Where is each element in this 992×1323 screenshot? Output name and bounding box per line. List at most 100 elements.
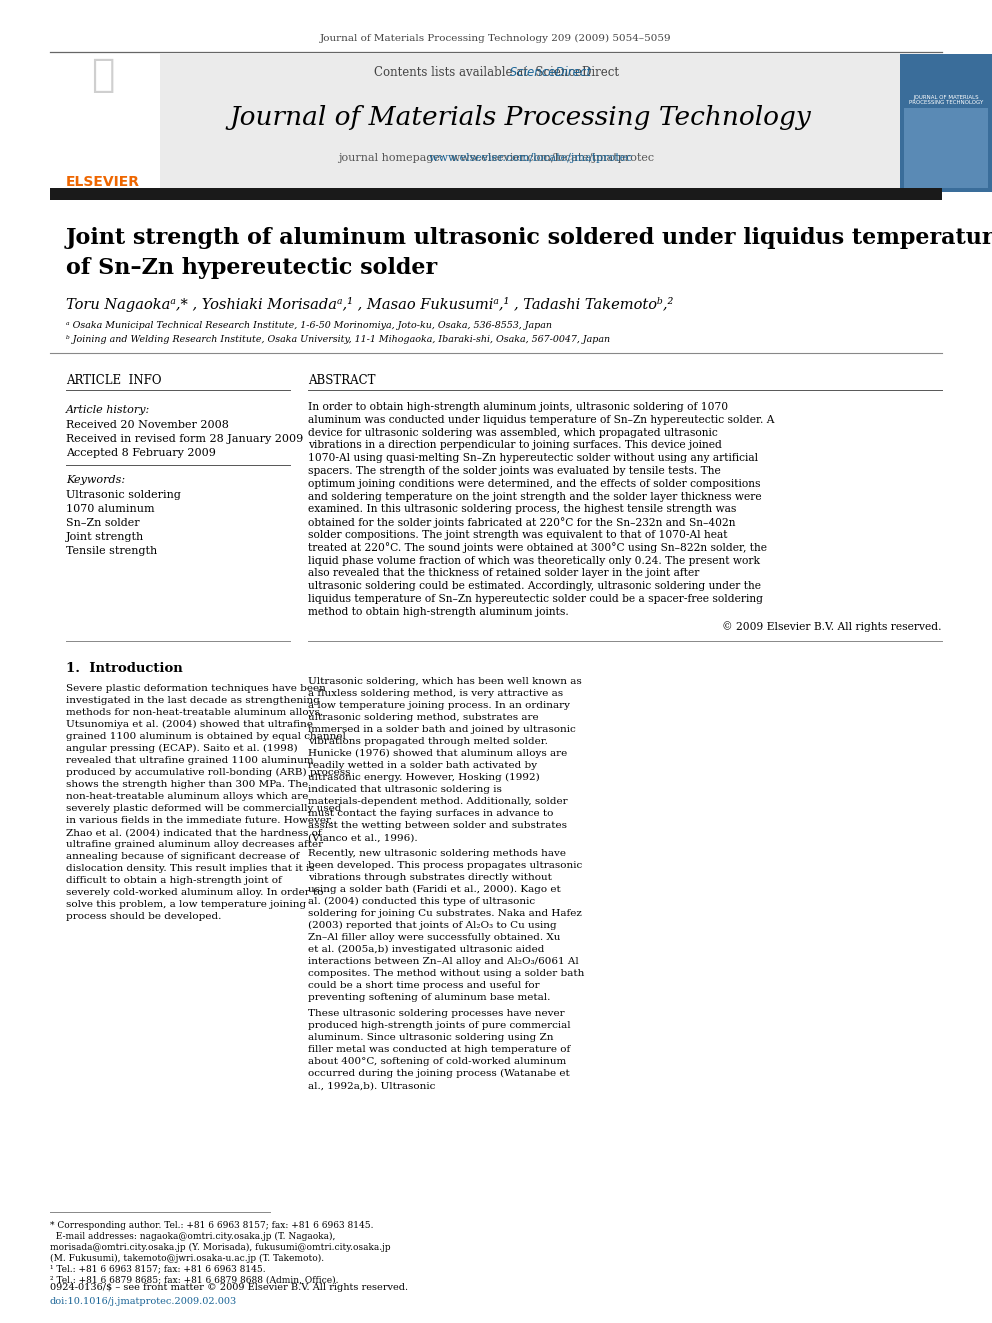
Text: examined. In this ultrasonic soldering process, the highest tensile strength was: examined. In this ultrasonic soldering p… [308,504,736,515]
Text: 1070 aluminum: 1070 aluminum [66,504,155,515]
Text: aluminum. Since ultrasonic soldering using Zn: aluminum. Since ultrasonic soldering usi… [308,1033,554,1043]
Text: Accepted 8 February 2009: Accepted 8 February 2009 [66,448,216,458]
Text: Zhao et al. (2004) indicated that the hardness of: Zhao et al. (2004) indicated that the ha… [66,828,321,837]
Text: severely cold-worked aluminum alloy. In order to: severely cold-worked aluminum alloy. In … [66,888,323,897]
Text: * Corresponding author. Tel.: +81 6 6963 8157; fax: +81 6 6963 8145.: * Corresponding author. Tel.: +81 6 6963… [50,1221,374,1229]
Text: ¹ Tel.: +81 6 6963 8157; fax: +81 6 6963 8145.: ¹ Tel.: +81 6 6963 8157; fax: +81 6 6963… [50,1265,266,1274]
Bar [900,54,992,192]
Text: of Sn–Zn hypereutectic solder: of Sn–Zn hypereutectic solder [66,257,437,279]
Text: materials-dependent method. Additionally, solder: materials-dependent method. Additionally… [308,796,567,806]
Text: angular pressing (ECAP). Saito et al. (1998): angular pressing (ECAP). Saito et al. (1… [66,744,298,753]
Text: 1.  Introduction: 1. Introduction [66,662,183,675]
Text: dislocation density. This result implies that it is: dislocation density. This result implies… [66,864,314,873]
Text: (M. Fukusumi), takemoto@jwri.osaka-u.ac.jp (T. Takemoto).: (M. Fukusumi), takemoto@jwri.osaka-u.ac.… [50,1253,324,1262]
Text: been developed. This process propagates ultrasonic: been developed. This process propagates … [308,861,582,871]
Text: Severe plastic deformation techniques have been: Severe plastic deformation techniques ha… [66,684,326,693]
Text: and soldering temperature on the joint strength and the solder layer thickness w: and soldering temperature on the joint s… [308,492,762,501]
Text: Keywords:: Keywords: [66,475,125,486]
Text: These ultrasonic soldering processes have never: These ultrasonic soldering processes hav… [308,1009,564,1019]
Text: vibrations propagated through melted solder.: vibrations propagated through melted sol… [308,737,548,746]
Text: Contents lists available at  ScienceDirect: Contents lists available at ScienceDirec… [374,66,618,78]
Text: Journal of Materials Processing Technology 209 (2009) 5054–5059: Journal of Materials Processing Technolo… [320,33,672,42]
Text: ultrafine grained aluminum alloy decreases after: ultrafine grained aluminum alloy decreas… [66,840,323,849]
Text: Utsunomiya et al. (2004) showed that ultrafine: Utsunomiya et al. (2004) showed that ult… [66,720,313,729]
Text: produced high-strength joints of pure commercial: produced high-strength joints of pure co… [308,1021,570,1031]
Text: Received 20 November 2008: Received 20 November 2008 [66,419,229,430]
Text: spacers. The strength of the solder joints was evaluated by tensile tests. The: spacers. The strength of the solder join… [308,466,721,476]
Text: ultrasonic soldering method, substrates are: ultrasonic soldering method, substrates … [308,713,539,722]
Text: Joint strength of aluminum ultrasonic soldered under liquidus temperature: Joint strength of aluminum ultrasonic so… [66,228,992,249]
Text: ARTICLE  INFO: ARTICLE INFO [66,373,162,386]
Text: investigated in the last decade as strengthening: investigated in the last decade as stren… [66,696,319,705]
Bar [50,54,160,192]
Text: readily wetted in a solder bath activated by: readily wetted in a solder bath activate… [308,761,537,770]
Text: Ultrasonic soldering: Ultrasonic soldering [66,490,181,500]
Text: Joint strength: Joint strength [66,532,144,542]
Text: liquid phase volume fraction of which was theoretically only 0.24. The present w: liquid phase volume fraction of which wa… [308,556,760,566]
Text: shows the strength higher than 300 MPa. The: shows the strength higher than 300 MPa. … [66,781,309,789]
Text: must contact the faying surfaces in advance to: must contact the faying surfaces in adva… [308,810,554,818]
Text: 1070-Al using quasi-melting Sn–Zn hypereutectic solder without using any artific: 1070-Al using quasi-melting Sn–Zn hypere… [308,454,758,463]
Text: filler metal was conducted at high temperature of: filler metal was conducted at high tempe… [308,1045,570,1054]
Text: et al. (2005a,b) investigated ultrasonic aided: et al. (2005a,b) investigated ultrasonic… [308,945,545,954]
Text: preventing softening of aluminum base metal.: preventing softening of aluminum base me… [308,994,551,1002]
Text: E-mail addresses: nagaoka@omtri.city.osaka.jp (T. Nagaoka),: E-mail addresses: nagaoka@omtri.city.osa… [50,1232,335,1241]
Text: © 2009 Elsevier B.V. All rights reserved.: © 2009 Elsevier B.V. All rights reserved… [722,622,942,632]
Text: JOURNAL OF MATERIALS
PROCESSING TECHNOLOGY: JOURNAL OF MATERIALS PROCESSING TECHNOLO… [909,95,983,106]
Text: also revealed that the thickness of retained solder layer in the joint after: also revealed that the thickness of reta… [308,569,699,578]
Text: ABSTRACT: ABSTRACT [308,373,376,386]
Text: produced by accumulative roll-bonding (ARB) process: produced by accumulative roll-bonding (A… [66,769,350,777]
Text: obtained for the solder joints fabricated at 220°C for the Sn–232n and Sn–402n: obtained for the solder joints fabricate… [308,517,735,528]
Text: could be a short time process and useful for: could be a short time process and useful… [308,982,540,990]
Text: about 400°C, softening of cold-worked aluminum: about 400°C, softening of cold-worked al… [308,1057,566,1066]
Text: 0924-0136/$ – see front matter © 2009 Elsevier B.V. All rights reserved.: 0924-0136/$ – see front matter © 2009 El… [50,1283,408,1293]
Text: ᵇ Joining and Welding Research Institute, Osaka University, 11-1 Mihogaoka, Ibar: ᵇ Joining and Welding Research Institute… [66,335,610,344]
Text: ultrasonic energy. However, Hosking (1992): ultrasonic energy. However, Hosking (199… [308,773,540,782]
Text: doi:10.1016/j.jmatprotec.2009.02.003: doi:10.1016/j.jmatprotec.2009.02.003 [50,1297,237,1306]
Bar [904,108,988,188]
Bar [50,54,942,192]
Text: al., 1992a,b). Ultrasonic: al., 1992a,b). Ultrasonic [308,1081,435,1090]
Text: indicated that ultrasonic soldering is: indicated that ultrasonic soldering is [308,785,502,794]
Text: ultrasonic soldering could be estimated. Accordingly, ultrasonic soldering under: ultrasonic soldering could be estimated.… [308,581,761,591]
Text: ELSEVIER: ELSEVIER [66,175,140,189]
Text: liquidus temperature of Sn–Zn hypereutectic solder could be a spacer-free solder: liquidus temperature of Sn–Zn hypereutec… [308,594,763,605]
Text: in various fields in the immediate future. However,: in various fields in the immediate futur… [66,816,333,826]
Text: vibrations through substrates directly without: vibrations through substrates directly w… [308,873,552,882]
Text: Recently, new ultrasonic soldering methods have: Recently, new ultrasonic soldering metho… [308,849,566,859]
Text: (2003) reported that joints of Al₂O₃ to Cu using: (2003) reported that joints of Al₂O₃ to … [308,921,557,930]
Text: aluminum was conducted under liquidus temperature of Sn–Zn hypereutectic solder.: aluminum was conducted under liquidus te… [308,415,775,425]
Text: Journal of Materials Processing Technology: Journal of Materials Processing Technolo… [229,106,810,131]
Text: Received in revised form 28 January 2009: Received in revised form 28 January 2009 [66,434,304,445]
Text: soldering for joining Cu substrates. Naka and Hafez: soldering for joining Cu substrates. Nak… [308,909,582,918]
Text: 🌳: 🌳 [91,56,115,94]
Text: ᵃ Osaka Municipal Technical Research Institute, 1-6-50 Morinomiya, Joto-ku, Osak: ᵃ Osaka Municipal Technical Research Ins… [66,321,552,331]
Text: Article history:: Article history: [66,405,150,415]
Text: immersed in a solder bath and joined by ultrasonic: immersed in a solder bath and joined by … [308,725,575,734]
Text: (Vianco et al., 1996).: (Vianco et al., 1996). [308,833,418,843]
Text: solve this problem, a low temperature joining: solve this problem, a low temperature jo… [66,900,307,909]
Text: Tensile strength: Tensile strength [66,546,158,556]
Text: Toru Nagaokaᵃ,* , Yoshiaki Morisadaᵃ,¹ , Masao Fukusumiᵃ,¹ , Tadashi Takemotoᵇ,²: Toru Nagaokaᵃ,* , Yoshiaki Morisadaᵃ,¹ ,… [66,298,674,312]
Text: device for ultrasonic soldering was assembled, which propagated ultrasonic: device for ultrasonic soldering was asse… [308,427,718,438]
Text: ScienceDirect: ScienceDirect [401,66,591,78]
Text: non-heat-treatable aluminum alloys which are: non-heat-treatable aluminum alloys which… [66,792,309,802]
Text: process should be developed.: process should be developed. [66,912,221,921]
Text: annealing because of significant decrease of: annealing because of significant decreas… [66,852,300,861]
Text: vibrations in a direction perpendicular to joining surfaces. This device joined: vibrations in a direction perpendicular … [308,441,722,450]
Text: method to obtain high-strength aluminum joints.: method to obtain high-strength aluminum … [308,607,568,617]
Text: Sn–Zn solder: Sn–Zn solder [66,519,140,528]
Text: occurred during the joining process (Watanabe et: occurred during the joining process (Wat… [308,1069,569,1078]
Text: composites. The method without using a solder bath: composites. The method without using a s… [308,970,584,978]
Text: methods for non-heat-treatable aluminum alloys.: methods for non-heat-treatable aluminum … [66,708,323,717]
Text: journal homepage:  www.elsevier.com/locate/jmatprotec: journal homepage: www.elsevier.com/locat… [338,153,654,163]
Text: Ultrasonic soldering, which has been well known as: Ultrasonic soldering, which has been wel… [308,677,581,687]
Text: al. (2004) conducted this type of ultrasonic: al. (2004) conducted this type of ultras… [308,897,535,906]
Text: optimum joining conditions were determined, and the effects of solder compositio: optimum joining conditions were determin… [308,479,761,488]
Bar [50,188,942,200]
Text: difficult to obtain a high-strength joint of: difficult to obtain a high-strength join… [66,876,282,885]
Text: severely plastic deformed will be commercially used: severely plastic deformed will be commer… [66,804,341,814]
Text: ² Tel.: +81 6 6879 8685; fax: +81 6 6879 8688 (Admin, Office).: ² Tel.: +81 6 6879 8685; fax: +81 6 6879… [50,1275,338,1285]
Text: a low temperature joining process. In an ordinary: a low temperature joining process. In an… [308,701,570,710]
Text: treated at 220°C. The sound joints were obtained at 300°C using Sn–822n solder, : treated at 220°C. The sound joints were … [308,542,767,553]
